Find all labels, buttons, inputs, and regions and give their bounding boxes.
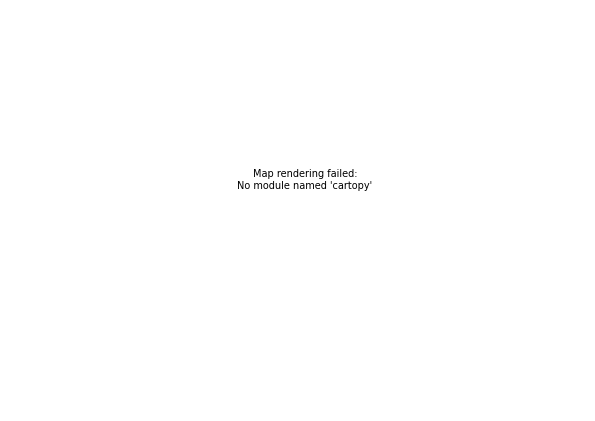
Text: Map rendering failed:
No module named 'cartopy': Map rendering failed: No module named 'c… (237, 169, 372, 191)
